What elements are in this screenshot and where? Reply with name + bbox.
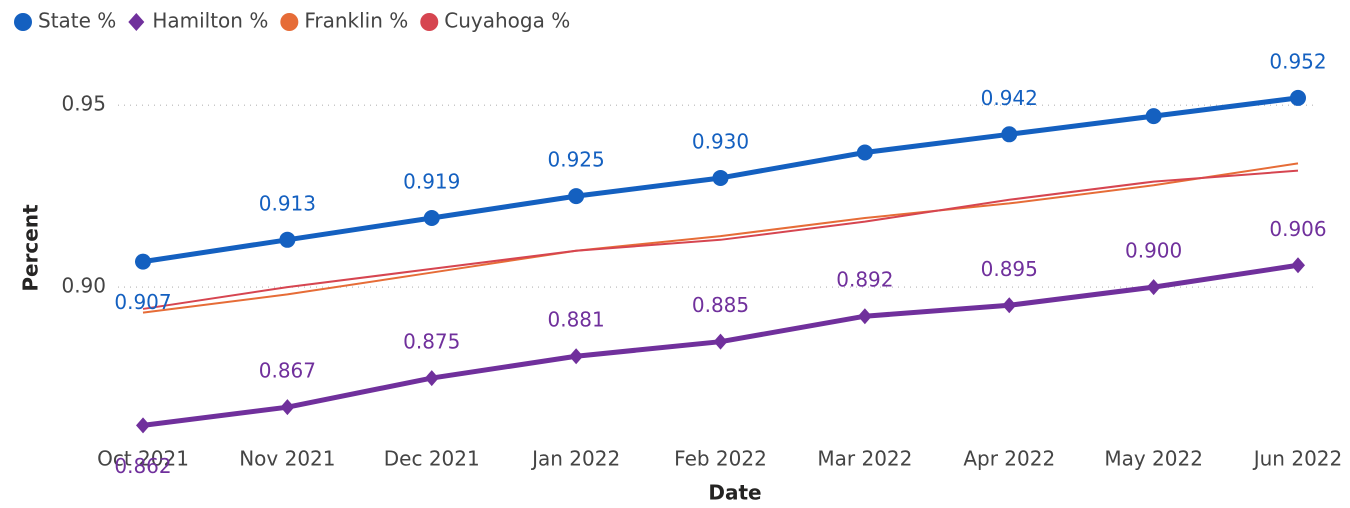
legend-label: State % <box>38 9 116 33</box>
legend-label: Franklin % <box>304 9 408 33</box>
point-marker <box>136 417 150 434</box>
data-label: 0.930 <box>692 129 749 153</box>
point-marker <box>424 370 439 387</box>
x-tick-label: Nov 2021 <box>239 447 335 471</box>
point-marker <box>423 209 440 226</box>
x-tick-label: Jan 2022 <box>530 447 620 471</box>
point-marker <box>569 348 584 365</box>
legend-marker <box>420 13 439 31</box>
data-label: 0.881 <box>547 308 604 332</box>
x-tick-label: Oct 2021 <box>97 447 189 471</box>
data-label: 0.906 <box>1269 217 1326 241</box>
x-tick-label: Mar 2022 <box>817 447 912 471</box>
legend-marker <box>280 13 299 31</box>
data-label: 0.895 <box>981 257 1038 281</box>
data-label: 0.885 <box>692 293 749 317</box>
legend-marker <box>14 13 32 31</box>
data-label: 0.892 <box>836 268 893 292</box>
legend-label: Cuyahoga % <box>444 9 570 33</box>
point-marker <box>712 169 729 186</box>
data-label: 0.913 <box>259 191 316 215</box>
legend-label: Hamilton % <box>152 9 268 33</box>
data-label: 0.919 <box>403 169 460 193</box>
x-axis-title: Date <box>708 481 761 505</box>
x-tick-label: Feb 2022 <box>674 447 767 471</box>
data-label: 0.952 <box>1269 49 1326 73</box>
point-marker <box>1002 297 1017 314</box>
point-marker <box>568 188 585 205</box>
legend-marker <box>128 13 145 31</box>
point-marker <box>1145 108 1162 125</box>
point-marker <box>857 308 872 325</box>
x-tick-label: May 2022 <box>1104 447 1203 471</box>
point-marker <box>280 399 295 416</box>
data-label: 0.900 <box>1125 239 1182 263</box>
point-marker <box>856 144 873 161</box>
point-marker <box>1146 279 1161 296</box>
y-tick-label: 0.95 <box>61 92 106 116</box>
y-tick-label: 0.90 <box>61 274 106 298</box>
data-label: 0.907 <box>114 290 171 314</box>
series-line <box>142 162 1299 314</box>
y-axis-title: Percent <box>19 204 43 292</box>
data-label: 0.862 <box>114 454 171 478</box>
data-label: 0.875 <box>403 330 460 354</box>
x-tick-label: Apr 2022 <box>963 447 1055 471</box>
data-label: 0.942 <box>981 86 1038 110</box>
point-marker <box>279 231 296 248</box>
data-label: 0.925 <box>547 148 604 172</box>
x-tick-label: Dec 2021 <box>384 447 480 471</box>
data-label: 0.867 <box>259 359 316 383</box>
x-tick-label: Jun 2022 <box>1252 447 1343 471</box>
point-marker <box>135 253 151 270</box>
series-line <box>142 169 1299 310</box>
point-marker <box>1001 126 1018 143</box>
point-marker <box>1290 89 1306 106</box>
point-marker <box>713 333 728 350</box>
point-marker <box>1291 257 1305 274</box>
